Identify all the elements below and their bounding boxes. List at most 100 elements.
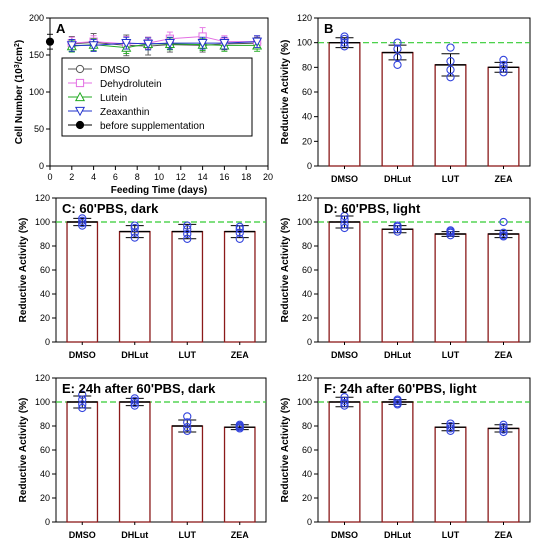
x-tick-label: LUT [179, 530, 197, 540]
x-tick-label: 0 [47, 172, 52, 182]
data-point [499, 425, 508, 434]
y-tick-label: 40 [302, 112, 312, 122]
data-point [499, 55, 508, 65]
legend-label: Dehydrolutein [100, 79, 162, 90]
bar [487, 427, 520, 523]
y-tick-label: 100 [29, 87, 44, 97]
data-point [183, 412, 192, 421]
data-point [130, 223, 139, 233]
data-point [78, 214, 87, 223]
data-point [340, 32, 349, 41]
data-point [393, 395, 402, 404]
y-tick-label: 20 [302, 313, 312, 323]
panel-title: A [56, 21, 66, 36]
data-point [235, 225, 244, 234]
data-point [393, 44, 402, 53]
data-point [499, 60, 508, 70]
panel-A: 0 50 100 150 200 0 2 4 6 8 10 12 14 16 18 20 DMSO Dehydro… [14, 13, 274, 196]
data-point [130, 396, 139, 405]
data-point [219, 39, 230, 49]
data-point [183, 426, 192, 435]
data-point [78, 216, 87, 225]
y-tick-label: 100 [297, 217, 312, 227]
x-tick-label: ZEA [495, 174, 514, 184]
data-point [75, 64, 85, 74]
bar [434, 233, 467, 343]
legend: DMSO Dehydrolutein Lutein Zeaxanthin before … [61, 57, 253, 137]
y-axis-label-part: Cell Number (10 [14, 68, 25, 145]
panel-title: B [324, 21, 333, 36]
y-tick-label: 60 [302, 445, 312, 455]
y-axis-label: Reductive Activity (%) [280, 218, 291, 323]
panel-C: 0 20 40 60 80 100 120 DMSO DHLut LUT ZEA C: 60'PBS,… [18, 193, 267, 360]
data-point [130, 221, 139, 230]
y-tick-label: 40 [40, 469, 50, 479]
y-axis-label: Cell Number (103/cm2) [14, 40, 26, 145]
y-tick-label: 100 [297, 397, 312, 407]
data-point [393, 38, 402, 47]
data-point [235, 420, 244, 429]
x-tick-label: ZEA [231, 350, 250, 360]
y-axis-label: Reductive Activity (%) [18, 398, 29, 503]
data-point [235, 234, 244, 243]
y-tick-label: 60 [40, 265, 50, 275]
x-tick-label: LUT [442, 174, 460, 184]
x-tick-label: DMSO [69, 350, 96, 360]
x-tick-label: DMSO [69, 530, 96, 540]
bar [66, 401, 99, 523]
y-tick-label: 100 [35, 397, 50, 407]
y-tick-label: 20 [40, 313, 50, 323]
data-point [499, 420, 508, 429]
panel-E: 0 20 40 60 80 100 120 DMSO DHLut LUT ZEA E: 24h aft… [18, 373, 267, 540]
x-tick-label: DHLut [121, 350, 148, 360]
data-point [130, 394, 139, 403]
data-point [446, 43, 455, 52]
legend-label: DMSO [100, 65, 130, 76]
x-tick-label: ZEA [231, 530, 250, 540]
y-tick-label: 200 [29, 13, 44, 23]
y-tick-label: 120 [35, 373, 50, 383]
data-point [252, 37, 263, 47]
panel-title: F: 24h after 60'PBS, light [324, 381, 477, 396]
x-tick-label: LUT [179, 350, 197, 360]
y-tick-label: 100 [297, 38, 312, 48]
data-point [446, 226, 455, 235]
bar [66, 221, 99, 343]
data-point [78, 400, 87, 409]
data-point [183, 225, 192, 234]
bar [381, 51, 414, 167]
bar [487, 233, 520, 343]
data-point [340, 396, 349, 405]
x-tick-label: 14 [198, 172, 208, 182]
data-point [446, 231, 455, 240]
data-point [121, 39, 132, 49]
data-point [183, 423, 192, 432]
y-tick-label: 0 [45, 337, 50, 347]
bar [118, 401, 151, 523]
panel-D: 0 20 40 60 80 100 120 DMSO DHLut LUT ZEA D: 60'PBS,… [280, 193, 531, 360]
y-axis-label: Reductive Activity (%) [280, 398, 291, 503]
bar [434, 426, 467, 523]
bar [328, 42, 361, 167]
x-tick-label: DMSO [331, 174, 358, 184]
x-tick-label: 8 [135, 172, 140, 182]
data-point [446, 419, 455, 428]
data-point [340, 220, 349, 229]
y-tick-label: 80 [302, 62, 312, 72]
y-tick-label: 0 [307, 161, 312, 171]
bar [487, 66, 520, 167]
bar [171, 425, 204, 523]
data-point [197, 39, 208, 49]
y-tick-label: 40 [302, 289, 312, 299]
x-tick-label: DHLut [384, 530, 411, 540]
y-tick-label: 80 [40, 421, 50, 431]
y-axis-label: Reductive Activity (%) [18, 218, 29, 323]
data-point [340, 401, 349, 410]
y-tick-label: 40 [302, 469, 312, 479]
data-point [393, 221, 402, 230]
y-tick-label: 120 [297, 193, 312, 203]
legend-label: before supplementation [100, 121, 205, 132]
bar [223, 426, 256, 523]
series-4 [45, 33, 55, 50]
x-tick-label: DHLut [384, 350, 411, 360]
